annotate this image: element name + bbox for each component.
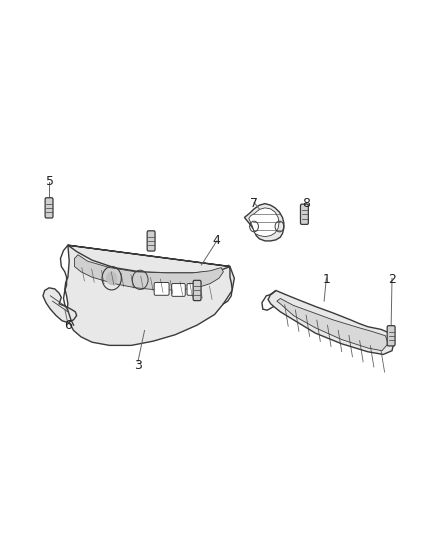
FancyBboxPatch shape (193, 280, 201, 301)
Text: 4: 4 (213, 235, 221, 247)
Text: 8: 8 (303, 197, 311, 210)
Text: 1: 1 (322, 273, 330, 286)
Polygon shape (74, 255, 223, 290)
Text: 6: 6 (64, 319, 72, 332)
FancyBboxPatch shape (147, 231, 155, 251)
Polygon shape (268, 290, 394, 354)
Text: 2: 2 (388, 273, 396, 286)
Polygon shape (43, 288, 77, 322)
FancyBboxPatch shape (300, 204, 308, 224)
Polygon shape (65, 245, 234, 345)
Text: 7: 7 (250, 197, 258, 210)
Text: 3: 3 (134, 359, 142, 372)
Polygon shape (244, 204, 284, 241)
FancyBboxPatch shape (387, 326, 395, 346)
FancyBboxPatch shape (187, 284, 199, 295)
FancyBboxPatch shape (45, 198, 53, 218)
Polygon shape (249, 208, 279, 237)
Polygon shape (277, 298, 388, 351)
Text: 5: 5 (46, 175, 54, 188)
FancyBboxPatch shape (172, 284, 185, 296)
Circle shape (106, 272, 117, 285)
FancyBboxPatch shape (154, 282, 169, 295)
